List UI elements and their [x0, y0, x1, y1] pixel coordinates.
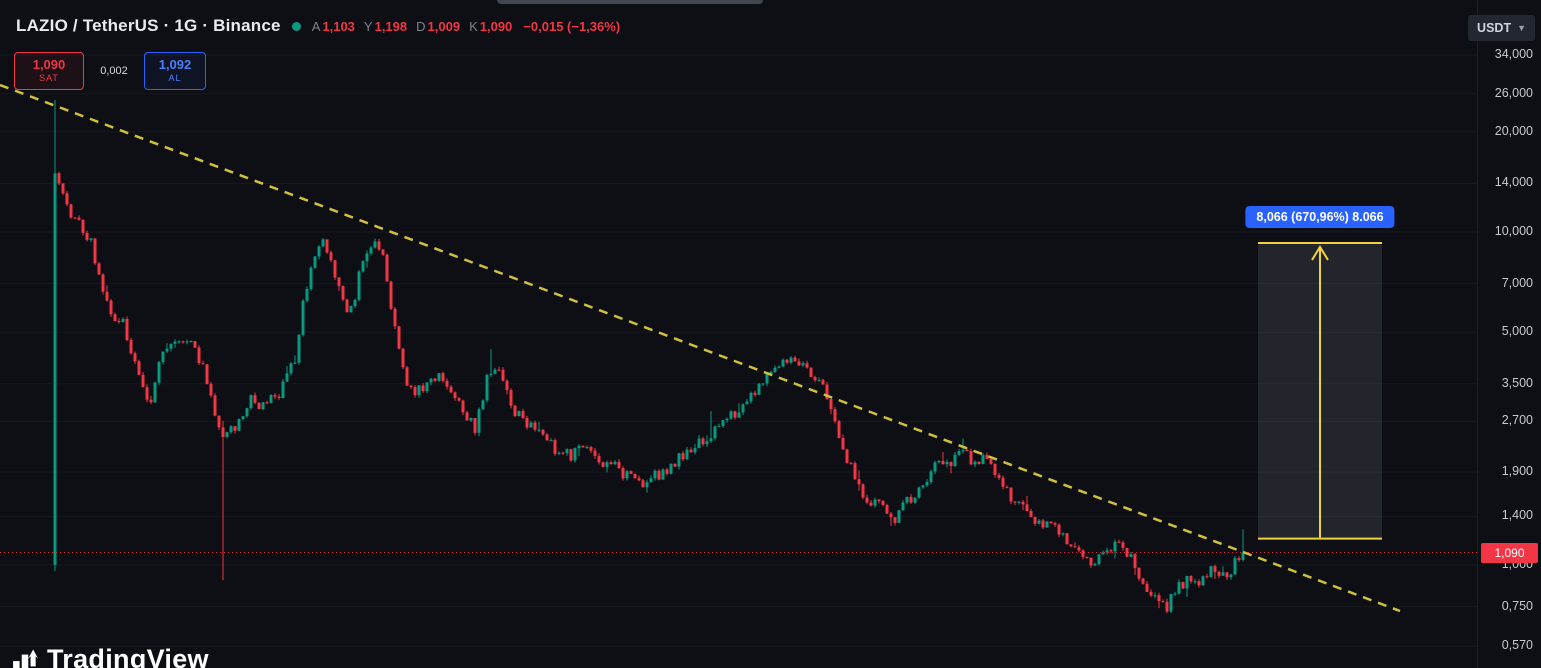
ohlc-item: D 1,009	[416, 18, 461, 34]
ohlc-item: Y 1,198	[363, 18, 408, 34]
price-axis-label: 3,500	[1501, 375, 1533, 390]
descending-trendline	[0, 83, 1401, 613]
buy-price: 1,092	[158, 57, 192, 73]
price-axis-label: 20,000	[1494, 123, 1533, 138]
price-axis-label: 34,000	[1494, 47, 1533, 61]
price-axis-label: 26,000	[1494, 85, 1533, 100]
price-axis[interactable]: 34,000 26,000 20,000 14,000 10,000 7,000 5,000…	[1477, 0, 1541, 668]
change-value: −0,015 (−1,36%)	[523, 18, 621, 34]
price-axis-label: 1,900	[1501, 464, 1533, 479]
ohlc-item: K 1,090	[469, 18, 513, 34]
measure-tool-label[interactable]: 8,066 (670,96%) 8.066	[1245, 205, 1395, 228]
ohlc-values: A 1,103 Y 1,198 D 1,009 K 1,090	[312, 19, 513, 34]
market-status-icon[interactable]	[291, 21, 301, 31]
price-axis-label: 2,700	[1501, 413, 1533, 428]
window-edge-artifact	[497, 0, 763, 4]
price-axis-label: 10,000	[1494, 223, 1533, 238]
spread-value: 0,002	[100, 65, 128, 77]
currency-selector-label: USDT	[1477, 21, 1512, 35]
tradingview-logo[interactable]: TradingView	[12, 644, 209, 668]
chevron-down-icon: ▼	[1517, 23, 1526, 33]
sell-price: 1,090	[32, 57, 66, 73]
tradingview-logo-text: TradingView	[47, 644, 209, 668]
ohlc-item: A 1,103	[311, 18, 355, 34]
price-axis-label: 0,570	[1501, 638, 1533, 653]
buy-button[interactable]: 1,092 AL	[144, 52, 206, 90]
price-axis-label: 5,000	[1501, 324, 1533, 339]
currency-selector[interactable]: USDT ▼	[1468, 15, 1535, 41]
tradingview-logo-icon	[13, 649, 38, 668]
sell-label: SAT	[39, 73, 59, 84]
trade-panel: 1,090 SAT 0,002 1,092 AL	[14, 52, 206, 90]
price-axis-label: 1,400	[1501, 508, 1533, 523]
price-axis-label: 7,000	[1501, 275, 1533, 290]
measure-arrow-up-icon	[1311, 245, 1329, 261]
chart-legend: LAZIO / TetherUS · 1G · Binance A 1,103 Y 1…	[16, 16, 620, 36]
sell-button[interactable]: 1,090 SAT	[14, 52, 84, 90]
price-axis-label: 0,750	[1501, 598, 1533, 613]
price-axis-label: 14,000	[1494, 175, 1533, 190]
symbol-title[interactable]: LAZIO / TetherUS · 1G · Binance	[16, 16, 281, 35]
buy-label: AL	[168, 73, 182, 84]
current-price-tag: 1,090	[1481, 542, 1538, 563]
